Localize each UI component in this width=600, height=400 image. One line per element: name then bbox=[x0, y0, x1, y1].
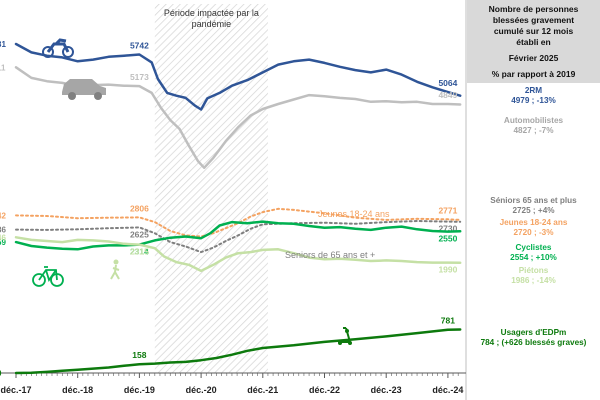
x-tick-label: déc.-23 bbox=[371, 385, 402, 395]
series-value-label: 1990 bbox=[438, 265, 457, 275]
legend-jeunes: Jeunes 18-24 ans 2720 ; -3% bbox=[467, 218, 600, 238]
annotation-seniors: Seniors de 65 ans et + bbox=[285, 250, 375, 260]
header-pct: % par rapport à 2019 bbox=[491, 69, 576, 79]
car-icon-wheel bbox=[94, 92, 102, 100]
series-start-label-5: 46 bbox=[0, 233, 6, 242]
legend-cyclistes: Cyclistes 2554 ; +10% bbox=[467, 243, 600, 263]
scooter-icon-wheel bbox=[348, 341, 352, 345]
panel-header: Nombre de personnes blessées gravement c… bbox=[467, 0, 600, 83]
legend-auto-detail: 4827 ; -7% bbox=[513, 126, 554, 135]
x-tick-label: déc.-19 bbox=[124, 385, 155, 395]
header-line2: blessées gravement bbox=[492, 15, 575, 25]
pandemic-label-line1: Période impactée par la bbox=[164, 8, 259, 18]
series-start-label-4: 59 bbox=[0, 238, 6, 247]
series-line-4 bbox=[14, 220, 462, 251]
annotation-jeunes: Jeunes 18-24 ans bbox=[318, 209, 390, 219]
legend-seniors: Séniors 65 ans et plus 2725 ; +4% bbox=[467, 196, 600, 216]
legend-2rm-detail: 4979 ; -13% bbox=[511, 96, 556, 105]
bicycle-icon-frame bbox=[38, 266, 58, 283]
legend-auto-label: Automobilistes bbox=[503, 116, 564, 125]
pedestrian-icon-body bbox=[110, 264, 120, 280]
pandemic-band bbox=[154, 4, 268, 373]
series-line-5 bbox=[14, 236, 462, 273]
series-line-6 bbox=[14, 328, 462, 375]
series-start-label-1: 11 bbox=[0, 63, 6, 72]
legend-cyclistes-label: Cyclistes bbox=[515, 243, 552, 252]
legend-2rm: 2RM 4979 ; -13% bbox=[467, 86, 600, 106]
header-line1: Nombre de personnes bbox=[488, 4, 579, 14]
pandemic-label-line2: pandémie bbox=[192, 19, 232, 29]
series-value-label: 2550 bbox=[438, 234, 457, 244]
legend-jeunes-label: Jeunes 18-24 ans bbox=[499, 218, 568, 227]
legend-panel: Nombre de personnes blessées gravement c… bbox=[467, 0, 600, 400]
legend-2rm-label: 2RM bbox=[524, 86, 543, 95]
series-value-label: 781 bbox=[441, 316, 455, 326]
scooter-icon-wheel bbox=[338, 341, 342, 345]
series-line-1 bbox=[14, 66, 462, 170]
x-tick-label: déc.-20 bbox=[186, 385, 217, 395]
header-month: Février 2025 bbox=[508, 53, 559, 63]
series-start-label-2: 86 bbox=[0, 226, 6, 235]
legend-edpm-label: Usagers d'EDPm bbox=[500, 328, 567, 337]
car-icon bbox=[62, 79, 106, 95]
motorcycle-icon-body bbox=[46, 38, 70, 53]
legend-cyclistes-detail: 2554 ; +10% bbox=[510, 253, 557, 262]
series-value-label: 5173 bbox=[130, 72, 149, 82]
header-line4: établi en bbox=[516, 37, 551, 47]
series-line-3 bbox=[15, 207, 462, 238]
series-start-label-0: 31 bbox=[0, 40, 6, 49]
motorcycle-icon-wheel bbox=[62, 46, 74, 58]
series-line-0 bbox=[14, 42, 462, 111]
series-value-label: 4849 bbox=[438, 90, 457, 100]
legend-pietons-detail: 1986 ; -14% bbox=[511, 276, 556, 285]
bicycle-icon bbox=[32, 273, 46, 287]
header-line3: cumulé sur 12 mois bbox=[493, 26, 574, 36]
legend-seniors-label: Séniors 65 ans et plus bbox=[490, 196, 577, 205]
legend-pietons: Piétons 1986 ; -14% bbox=[467, 266, 600, 286]
series-line-2 bbox=[15, 220, 462, 254]
legend-jeunes-detail: 2720 ; -3% bbox=[513, 228, 554, 237]
scooter-icon-rider bbox=[345, 329, 349, 333]
legend-edpm-detail: 784 ; (+626 blessés graves) bbox=[480, 338, 587, 347]
motorcycle-icon bbox=[42, 46, 54, 58]
series-value-label: 2771 bbox=[438, 205, 457, 215]
series-start-label-6: 0 bbox=[0, 369, 2, 378]
pedestrian-icon bbox=[113, 259, 119, 265]
series-value-label: 2730 bbox=[438, 224, 457, 234]
series-value-label: 158 bbox=[132, 350, 146, 360]
legend-pietons-label: Piétons bbox=[518, 266, 549, 275]
x-tick-label: déc.-17 bbox=[0, 385, 31, 395]
legend-seniors-detail: 2725 ; +4% bbox=[512, 206, 555, 215]
legend-edpm: Usagers d'EDPm 784 ; (+626 blessés grave… bbox=[467, 328, 600, 348]
x-tick-label: déc.-21 bbox=[247, 385, 278, 395]
series-value-label: 2314 bbox=[130, 247, 149, 257]
series-value-label: 2806 bbox=[130, 203, 149, 213]
x-tick-label: déc.-24 bbox=[432, 385, 463, 395]
series-value-label: 2625 bbox=[130, 229, 149, 239]
car-icon-wheel bbox=[68, 92, 76, 100]
series-value-label: 2315 bbox=[130, 247, 149, 257]
x-tick-label: déc.-22 bbox=[309, 385, 340, 395]
x-tick-label: déc.-18 bbox=[62, 385, 93, 395]
series-value-label: 5064 bbox=[438, 78, 457, 88]
series-start-label-3: 42 bbox=[0, 211, 6, 220]
legend-auto: Automobilistes 4827 ; -7% bbox=[467, 116, 600, 136]
series-value-label: 5742 bbox=[130, 40, 149, 50]
